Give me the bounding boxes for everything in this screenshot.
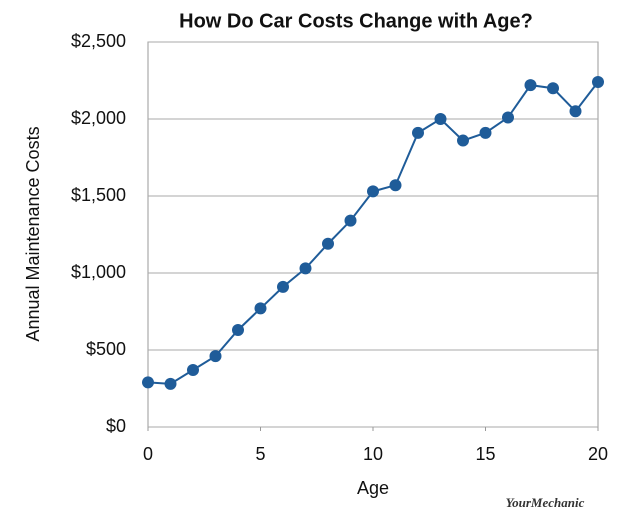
- marker: [434, 113, 447, 125]
- marker: [479, 126, 492, 139]
- y-tick-label: $2,500: [71, 31, 126, 51]
- marker: [344, 214, 357, 227]
- y-tick-label: $0: [106, 416, 126, 436]
- marker: [299, 262, 312, 275]
- marker: [232, 323, 244, 336]
- marker: [524, 79, 537, 92]
- marker: [209, 350, 222, 363]
- x-tick-label: 15: [475, 444, 495, 464]
- chart-title: How Do Car Costs Change with Age?: [179, 10, 533, 32]
- y-axis-label: Annual Maintenance Costs: [23, 126, 43, 341]
- marker: [412, 126, 424, 139]
- marker: [322, 237, 334, 250]
- marker: [457, 134, 469, 147]
- y-tick-label: $500: [86, 339, 126, 359]
- marker: [547, 82, 559, 95]
- marker: [254, 302, 267, 315]
- x-tick-label: 5: [255, 444, 265, 464]
- x-axis-label: Age: [357, 478, 389, 498]
- x-tick-label: 20: [588, 444, 608, 464]
- plot-area: [147, 41, 599, 428]
- watermark: YourMechanic: [506, 495, 585, 510]
- marker: [277, 280, 289, 293]
- marker: [569, 105, 582, 118]
- marker: [592, 76, 604, 89]
- marker: [389, 179, 402, 192]
- marker: [164, 377, 177, 390]
- x-tick-label: 10: [363, 444, 383, 464]
- y-tick-label: $2,000: [71, 108, 126, 128]
- x-tick-label: 0: [143, 444, 153, 464]
- y-tick-label: $1,000: [71, 262, 126, 282]
- marker: [367, 185, 379, 198]
- y-tick-label: $1,500: [71, 185, 126, 205]
- marker: [142, 376, 154, 389]
- marker: [187, 364, 199, 377]
- marker: [502, 111, 514, 124]
